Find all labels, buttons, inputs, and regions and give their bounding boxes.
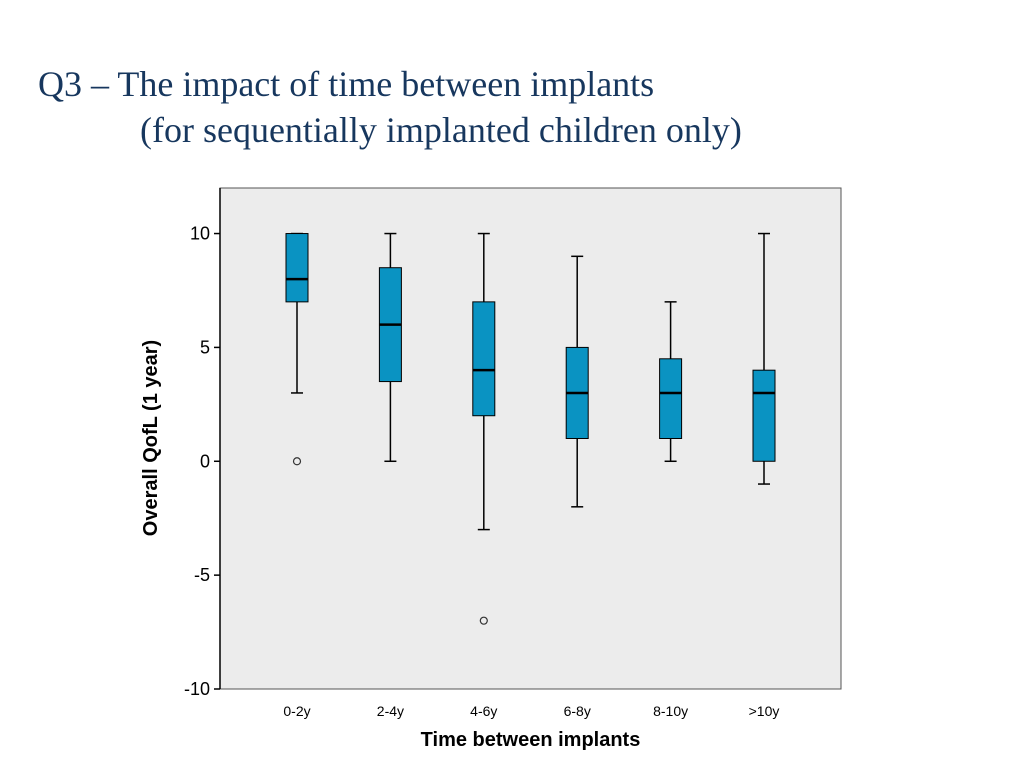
x-axis-tick-labels: 0-2y 2-4y 4-6y 6-8y 8-10y >10y xyxy=(283,703,779,719)
y-tick-label: -5 xyxy=(194,565,210,585)
y-tick-label: 5 xyxy=(200,337,210,357)
x-tick-label: 8-10y xyxy=(653,703,688,719)
box->10y xyxy=(752,232,776,485)
x-tick-label: >10y xyxy=(749,703,780,719)
slide-title-line-1: Q3 – The impact of time between implants xyxy=(38,64,655,104)
box-0-2y xyxy=(285,232,309,466)
x-tick-label: 6-8y xyxy=(564,703,591,719)
box-iqr xyxy=(472,301,496,417)
box-8-10y xyxy=(659,301,683,463)
outlier-point xyxy=(479,616,488,625)
x-tick-label: 2-4y xyxy=(377,703,404,719)
y-axis-ticks: -10 -5 0 5 10 xyxy=(184,224,220,699)
box-iqr xyxy=(659,358,683,439)
y-axis-title: Overall QofL (1 year) xyxy=(140,340,162,536)
x-tick-label: 0-2y xyxy=(283,703,310,719)
box-2-4y xyxy=(378,232,402,463)
box-iqr xyxy=(752,369,776,462)
outlier-point xyxy=(292,457,302,466)
box-iqr xyxy=(285,233,309,303)
box-4-6y xyxy=(472,232,496,625)
x-tick-label: 4-6y xyxy=(470,703,497,719)
box-6-8y xyxy=(565,255,589,508)
y-tick-label: 0 xyxy=(200,451,210,471)
y-tick-label: -10 xyxy=(184,679,210,699)
plot-area xyxy=(219,187,842,690)
x-axis-title: Time between implants xyxy=(421,729,641,751)
y-tick-label: 10 xyxy=(190,224,210,244)
slide-title-line-2: (for sequentially implanted children onl… xyxy=(140,110,742,150)
box-series xyxy=(285,232,776,625)
